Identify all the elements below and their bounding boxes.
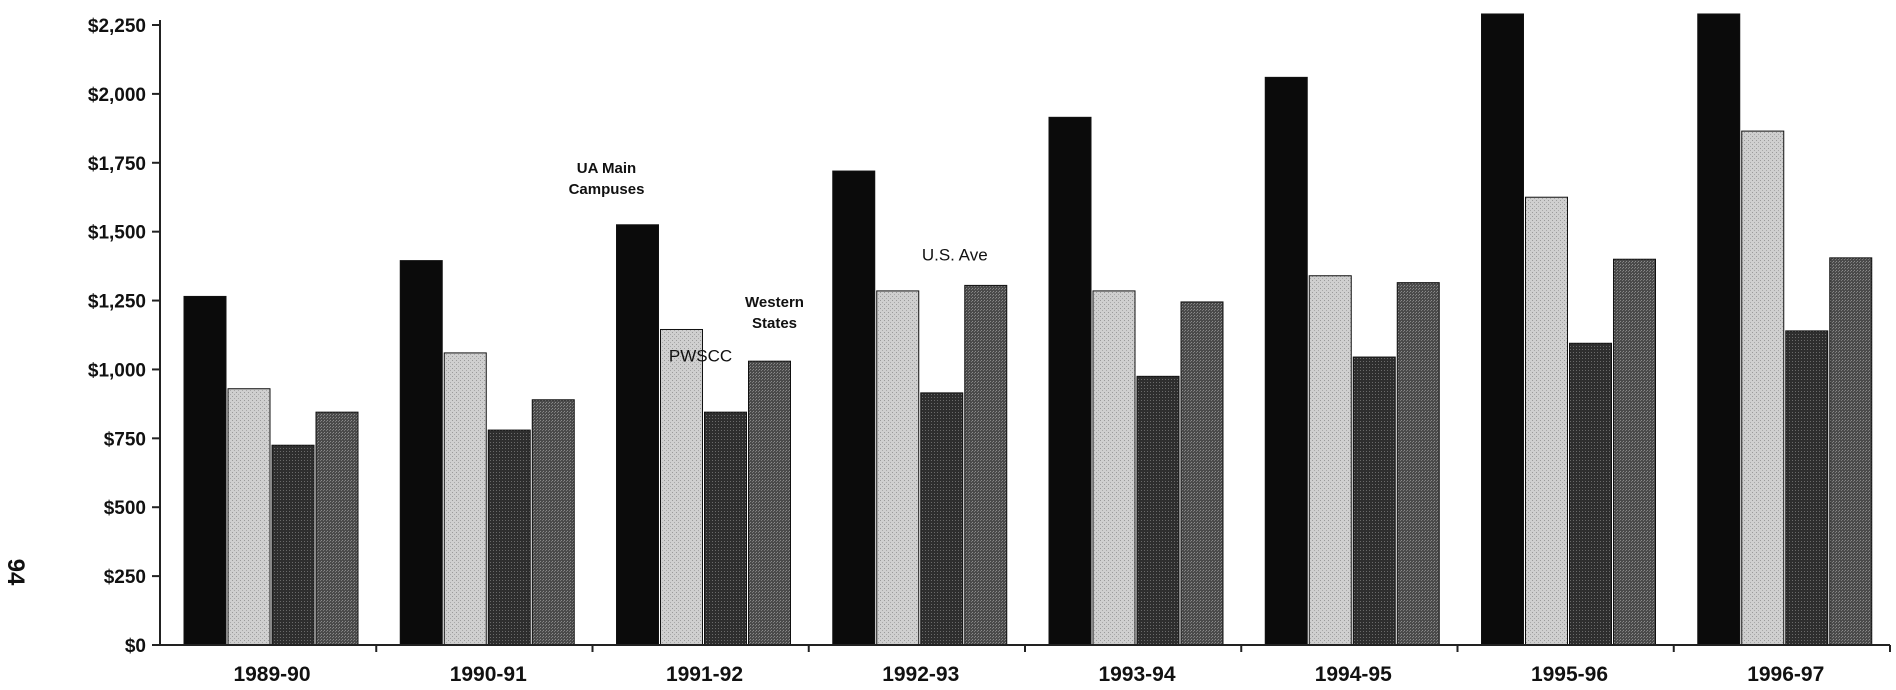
- y-tick-label: $2,250: [88, 16, 146, 37]
- bar-u-s-ave-1991-92: [748, 360, 791, 646]
- bar-u-s-ave-1989-90: [315, 411, 359, 646]
- x-tick-label: 1992-93: [882, 663, 959, 686]
- y-tick-label: $1,250: [88, 292, 146, 313]
- bar-pwscc-1995-96: [1525, 196, 1568, 646]
- bar-pwscc-1990-91: [443, 352, 487, 646]
- x-tick-label: 1991-92: [666, 663, 743, 686]
- y-tick-label: $1,000: [88, 360, 146, 381]
- bar-u-s-ave-1992-93: [964, 284, 1008, 646]
- bar-u-s-ave-1996-97: [1829, 257, 1873, 646]
- bar-u-s-ave-1990-91: [531, 399, 575, 646]
- x-tick-label: 1990-91: [450, 663, 527, 686]
- series-annotations: UA Main Campuses PWSCC Western States U.S. Av…: [569, 160, 988, 366]
- bars: [183, 13, 1873, 646]
- bar-western-states-1993-94: [1136, 375, 1180, 646]
- bar-western-states-1996-97: [1785, 330, 1829, 646]
- bar-ua-main-campuses-1995-96: [1481, 13, 1524, 646]
- y-tick-label: $2,000: [88, 85, 146, 106]
- bar-ua-main-campuses-1992-93: [832, 170, 876, 646]
- x-tick-label: 1994-95: [1315, 663, 1392, 686]
- bar-pwscc-1996-97: [1741, 130, 1785, 646]
- bar-pwscc-1993-94: [1092, 290, 1136, 646]
- bar-western-states-1990-91: [487, 429, 531, 646]
- x-axis-tick-labels: 1989-90 1990-91 1991-92 1992-93 1993-94 1994-…: [233, 663, 1824, 686]
- y-axis-tick-labels: $0 $250 $500 $750 $1,000 $1,250 $1,500 $1,750 $2…: [88, 16, 146, 657]
- bar-western-states-1991-92: [704, 411, 747, 646]
- x-tick-label: 1995-96: [1531, 663, 1608, 686]
- bar-western-states-1995-96: [1569, 342, 1612, 646]
- x-tick-label: 1989-90: [233, 663, 310, 686]
- bar-pwscc-1989-90: [227, 388, 271, 646]
- y-tick-label: $250: [104, 567, 146, 588]
- bar-u-s-ave-1995-96: [1613, 258, 1656, 646]
- bar-ua-main-campuses-1994-95: [1264, 76, 1308, 646]
- bar-pwscc-1992-93: [876, 290, 920, 646]
- annotation-ua-main-campuses: UA Main Campuses: [569, 160, 645, 198]
- bar-u-s-ave-1993-94: [1180, 301, 1224, 646]
- x-tick-label: 1993-94: [1098, 663, 1175, 686]
- bar-ua-main-campuses-1993-94: [1048, 116, 1092, 646]
- bar-western-states-1994-95: [1352, 356, 1396, 646]
- x-tick-label: 1996-97: [1747, 663, 1824, 686]
- bar-western-states-1992-93: [920, 392, 964, 646]
- bar-ua-main-campuses-1989-90: [183, 295, 227, 646]
- page-number: 94: [2, 559, 29, 586]
- annotation-pwscc: PWSCC: [669, 346, 732, 365]
- bar-ua-main-campuses-1996-97: [1697, 13, 1741, 646]
- y-tick-label: $1,500: [88, 223, 146, 244]
- axes: [152, 20, 1891, 652]
- bar-pwscc-1991-92: [660, 328, 703, 646]
- bar-u-s-ave-1994-95: [1396, 282, 1440, 646]
- bar-ua-main-campuses-1991-92: [616, 224, 659, 646]
- y-tick-label: $1,750: [88, 154, 146, 175]
- annotation-western-states: Western States: [745, 294, 804, 332]
- y-tick-label: $500: [104, 498, 146, 519]
- annotation-u-s-ave: U.S. Ave: [922, 245, 988, 264]
- bar-ua-main-campuses-1990-91: [399, 260, 443, 646]
- y-tick-label: $0: [125, 636, 146, 657]
- bar-pwscc-1994-95: [1308, 275, 1352, 646]
- bar-western-states-1989-90: [271, 444, 315, 646]
- y-tick-label: $750: [104, 429, 146, 450]
